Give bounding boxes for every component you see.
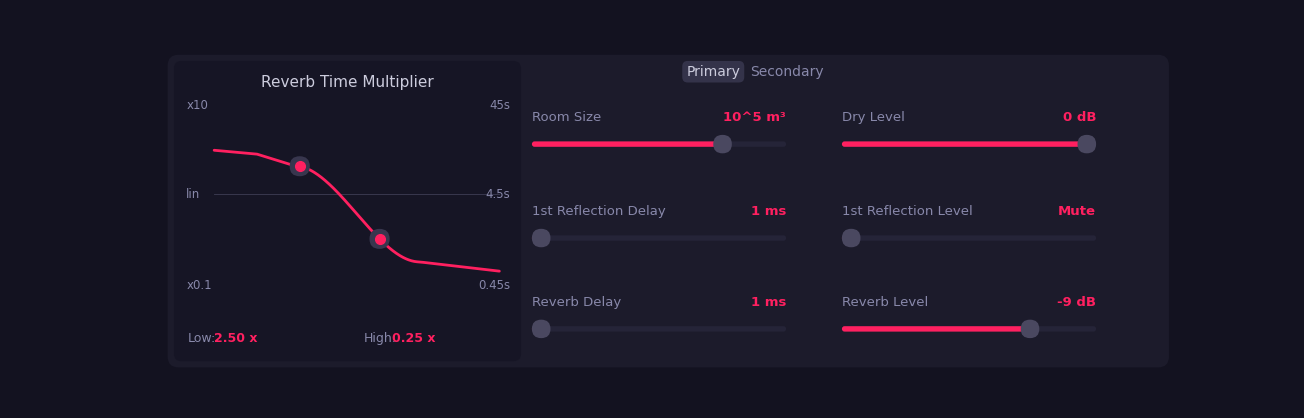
Text: 4.5s: 4.5s — [485, 188, 510, 201]
FancyBboxPatch shape — [842, 229, 861, 247]
Text: Dry Level: Dry Level — [842, 112, 905, 125]
FancyBboxPatch shape — [842, 141, 1094, 147]
FancyBboxPatch shape — [1021, 320, 1039, 338]
FancyBboxPatch shape — [842, 235, 1097, 241]
Text: 10^5 m³: 10^5 m³ — [724, 112, 786, 125]
FancyBboxPatch shape — [842, 235, 849, 241]
Text: Reverb Time Multiplier: Reverb Time Multiplier — [261, 75, 434, 90]
Text: 0.25 x: 0.25 x — [393, 332, 436, 345]
Text: Secondary: Secondary — [750, 65, 824, 79]
FancyBboxPatch shape — [713, 135, 732, 153]
FancyBboxPatch shape — [289, 156, 310, 176]
FancyBboxPatch shape — [369, 229, 390, 249]
FancyBboxPatch shape — [842, 326, 1097, 331]
Text: -9 dB: -9 dB — [1058, 296, 1097, 309]
Text: Reverb Delay: Reverb Delay — [532, 296, 621, 309]
Text: 1st Reflection Level: 1st Reflection Level — [842, 205, 973, 218]
FancyBboxPatch shape — [532, 320, 550, 338]
FancyBboxPatch shape — [532, 141, 786, 147]
Text: Room Size: Room Size — [532, 112, 601, 125]
Text: 45s: 45s — [489, 99, 510, 112]
Text: 1 ms: 1 ms — [751, 205, 786, 218]
FancyBboxPatch shape — [842, 326, 1030, 331]
Text: 0 dB: 0 dB — [1063, 112, 1097, 125]
Text: Mute: Mute — [1058, 205, 1097, 218]
Text: Primary: Primary — [686, 65, 741, 79]
Text: 2.50 x: 2.50 x — [214, 332, 258, 345]
FancyBboxPatch shape — [532, 235, 786, 241]
FancyBboxPatch shape — [173, 61, 522, 361]
FancyBboxPatch shape — [532, 229, 550, 247]
FancyBboxPatch shape — [842, 141, 1097, 147]
FancyBboxPatch shape — [532, 141, 722, 147]
Text: Reverb Level: Reverb Level — [842, 296, 928, 309]
FancyBboxPatch shape — [168, 55, 1168, 367]
Text: lin: lin — [186, 188, 201, 201]
FancyBboxPatch shape — [682, 61, 745, 82]
Text: Low:: Low: — [188, 332, 216, 345]
Text: x10: x10 — [186, 99, 209, 112]
FancyBboxPatch shape — [532, 326, 786, 331]
FancyBboxPatch shape — [532, 326, 540, 331]
Text: 0.45s: 0.45s — [479, 278, 510, 291]
FancyBboxPatch shape — [532, 235, 540, 241]
Text: x0.1: x0.1 — [186, 278, 211, 291]
Text: 1st Reflection Delay: 1st Reflection Delay — [532, 205, 665, 218]
FancyBboxPatch shape — [1077, 135, 1097, 153]
Text: High:: High: — [364, 332, 396, 345]
Text: 1 ms: 1 ms — [751, 296, 786, 309]
